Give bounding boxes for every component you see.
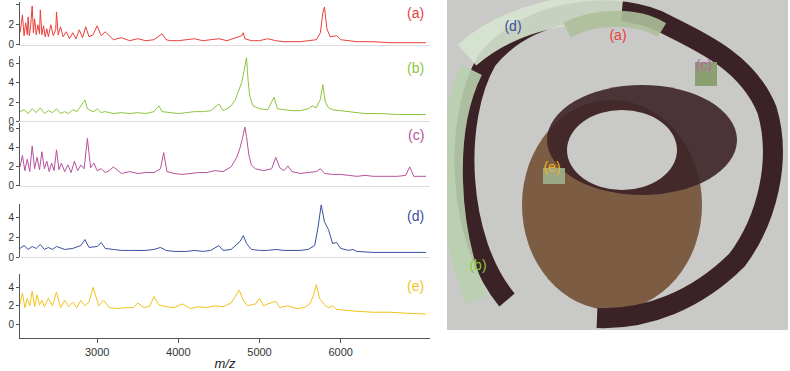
- svg-text:6: 6: [8, 123, 14, 134]
- svg-text:0: 0: [8, 319, 14, 330]
- svg-text:(e): (e): [407, 278, 424, 294]
- svg-text:4: 4: [8, 282, 14, 293]
- svg-text:2: 2: [8, 161, 14, 172]
- svg-text:4000: 4000: [166, 346, 190, 358]
- svg-text:0: 0: [8, 39, 14, 50]
- svg-text:0: 0: [8, 180, 14, 191]
- svg-text:4: 4: [8, 77, 14, 88]
- svg-text:2: 2: [8, 232, 14, 243]
- svg-text:0: 0: [8, 252, 14, 263]
- svg-text:3000: 3000: [85, 346, 109, 358]
- svg-text:5000: 5000: [247, 346, 271, 358]
- svg-text:4: 4: [8, 212, 14, 223]
- svg-text:m/z: m/z: [215, 356, 236, 371]
- svg-text:(b): (b): [469, 257, 486, 273]
- svg-text:(d): (d): [504, 18, 521, 34]
- svg-text:2: 2: [8, 97, 14, 108]
- svg-text:0: 0: [8, 116, 14, 127]
- svg-text:(a): (a): [609, 27, 626, 43]
- svg-text:4: 4: [8, 142, 14, 153]
- svg-text:(c): (c): [408, 127, 424, 143]
- svg-text:(d): (d): [407, 208, 424, 224]
- svg-text:(a): (a): [407, 5, 424, 21]
- svg-text:6: 6: [8, 58, 14, 69]
- svg-text:(c): (c): [696, 57, 712, 73]
- svg-text:2: 2: [8, 19, 14, 30]
- svg-text:2: 2: [8, 300, 14, 311]
- svg-text:(e): (e): [543, 159, 560, 175]
- svg-text:(b): (b): [407, 60, 424, 76]
- svg-text:6000: 6000: [328, 346, 352, 358]
